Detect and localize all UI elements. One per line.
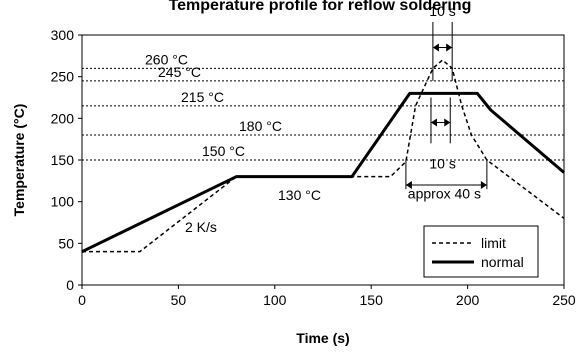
arrow-head [430,118,437,127]
series-normal [81,91,565,254]
y-axis-title: Temperature (°C) [11,104,27,217]
chart-title: Temperature profile for reflow soldering [169,0,472,14]
y-tick-label: 0 [66,277,74,293]
x-tick-label: 100 [263,292,287,308]
x-tick-label: 200 [456,292,480,308]
series-limit [82,59,565,253]
x-tick-label: 150 [360,292,384,308]
liquidus-window-label: 10 s [429,155,455,171]
ref-label-245: 245 °C [158,64,201,80]
arrow-head [444,118,451,127]
y-tick-label: 150 [51,152,75,168]
legend-label-limit: limit [481,235,506,251]
x-tick-label: 250 [552,292,576,308]
legend-box [423,225,539,278]
arrow-head [432,43,439,52]
legend: limit normal [423,225,539,278]
y-tick-label: 50 [58,235,74,251]
x-axis-title: Time (s) [296,330,349,346]
x-tick-label: 0 [78,292,86,308]
y-tick-label: 250 [51,69,75,85]
series-group [81,59,565,254]
x-tick-label: 50 [171,292,187,308]
arrow-head [405,181,412,189]
y-tick-label: 300 [51,27,75,43]
ref-label-150: 150 °C [202,143,245,159]
peak-window-label: 10 s [429,3,455,19]
legend-label-normal: normal [481,254,524,270]
axis-ticks: 0 50 100 150 200 250 0 50 100 150 200 250 300 [51,27,576,308]
ref-label-215: 215 °C [181,89,224,105]
y-tick-label: 100 [51,194,75,210]
arrow-head [446,43,453,52]
arrow-head [480,181,487,189]
ref-label-260: 260 °C [145,51,188,67]
ramp-label: 2 K/s [185,219,217,235]
ref-label-180: 180 °C [239,118,282,134]
soak-label: 130 °C [278,187,321,203]
y-tick-label: 200 [51,110,75,126]
annotations: 2 K/s 130 °C 10 s 10 s approx 40 s [185,3,488,235]
reflow-window-label: approx 40 s [408,185,481,201]
